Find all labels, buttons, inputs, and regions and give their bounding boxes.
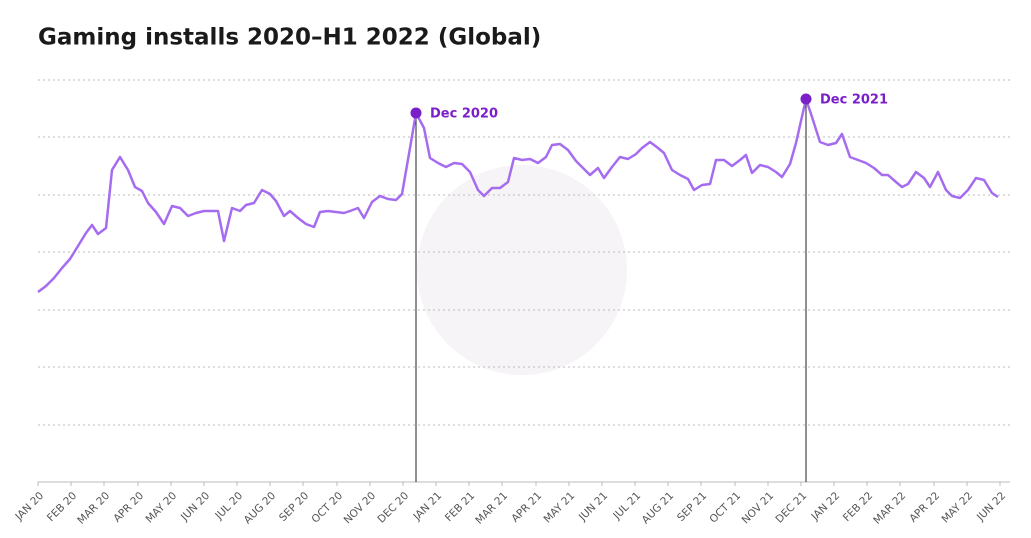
- annotation-label: Dec 2021: [820, 93, 888, 108]
- x-tick-label: JAN 22: [809, 490, 843, 524]
- x-tick-label: NOV 21: [740, 490, 777, 527]
- x-tick-label: OCT 21: [707, 490, 743, 526]
- watermark: [417, 165, 627, 375]
- x-tick-label: MAR 20: [75, 490, 112, 527]
- x-tick-label: SEP 20: [277, 490, 311, 524]
- x-tick-label: JAN 21: [411, 490, 445, 524]
- x-tick-label: DEC 20: [375, 490, 411, 526]
- x-tick-label: MAY 20: [144, 490, 180, 526]
- x-tick-label: JUN 22: [974, 490, 1008, 524]
- x-tick-label: JAN 20: [13, 490, 47, 524]
- x-tick-label: OCT 20: [309, 490, 345, 526]
- line-series: [37, 97, 999, 293]
- x-tick-label: MAY 22: [940, 490, 976, 526]
- x-tick-label: FEB 20: [45, 490, 79, 524]
- x-tick-label: APR 20: [111, 490, 146, 525]
- annotation-dot: [410, 107, 422, 119]
- x-tick-label: MAR 21: [473, 490, 510, 527]
- x-tick-label: APR 22: [907, 490, 942, 525]
- x-tick-label: JUN 21: [576, 490, 610, 524]
- x-tick-label: MAR 22: [871, 490, 908, 527]
- x-tick-label: DEC 21: [773, 490, 809, 526]
- x-tick-label: JUL 21: [610, 490, 643, 523]
- x-tick-label: APR 21: [509, 490, 544, 525]
- x-tick-label: FEB 22: [841, 490, 875, 524]
- x-tick-label: JUL 20: [212, 490, 245, 523]
- annotation-label: Dec 2020: [430, 107, 498, 122]
- annotation-dot: [800, 93, 812, 105]
- x-tick-label: NOV 20: [342, 490, 379, 527]
- x-tick-label: SEP 21: [675, 490, 709, 524]
- x-tick-label: FEB 21: [443, 490, 477, 524]
- x-tick-label: MAY 21: [542, 490, 578, 526]
- x-tick-label: AUG 21: [640, 490, 677, 527]
- x-tick-label: AUG 20: [242, 490, 279, 527]
- chart-title: Gaming installs 2020–H1 2022 (Global): [38, 25, 541, 51]
- x-tick-label: JUN 20: [178, 490, 212, 524]
